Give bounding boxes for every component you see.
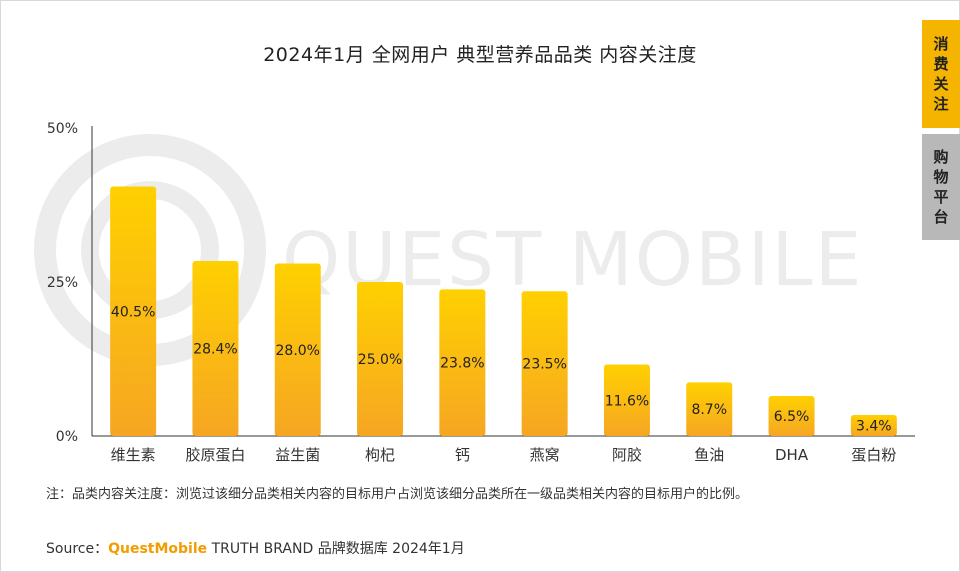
data-label: 3.4% [856,419,892,435]
x-tick-label: 益生菌 [275,446,320,464]
x-tick-label: 胶原蛋白 [185,446,245,464]
bar [768,395,815,436]
bar [110,186,157,436]
data-label: 28.4% [193,342,237,358]
source-suffix: TRUTH BRAND 品牌数据库 2024年1月 [207,541,465,557]
x-tick-label: 枸杞 [365,446,395,464]
chart-title: 2024年1月 全网用户 典型营养品品类 内容关注度 [263,44,697,66]
data-label: 8.7% [691,402,727,418]
x-tick-label: 维生素 [111,446,156,464]
bar [274,263,321,436]
source-brand: QuestMobile [108,541,208,557]
x-tick-label: 燕窝 [530,446,560,464]
source-prefix: Source： [46,541,109,557]
x-tick-label: 钙 [455,446,470,464]
data-label: 6.5% [774,409,810,425]
tab-shopping-platform-label: 购物平台 [933,148,949,226]
bar [686,382,733,436]
bar [439,289,486,436]
footnote: 注：品类内容关注度：浏览过该细分品类相关内容的目标用户占浏览该细分品类所在一级品… [46,487,749,502]
bar [521,291,568,436]
tab-shopping-platform[interactable]: 购物平台 [922,134,960,240]
y-tick-label: 0% [56,429,78,445]
y-tick-label: 25% [47,275,78,291]
x-tick-label: 鱼油 [694,446,724,464]
y-tick-label: 50% [47,121,78,137]
data-label: 11.6% [605,393,649,409]
data-label: 40.5% [111,304,155,320]
data-label: 28.0% [276,343,320,359]
x-tick-label: 蛋白粉 [851,446,896,464]
bar [603,364,650,436]
x-tick-label: DHA [775,446,809,464]
data-label: 23.5% [522,357,566,373]
tab-consumer-attention[interactable]: 消费关注 [922,20,960,128]
source-line: Source：QuestMobile TRUTH BRAND 品牌数据库 202… [46,538,465,558]
bar [357,282,404,436]
bar [192,261,239,436]
x-tick-label: 阿胶 [612,446,642,464]
tab-consumer-attention-label: 消费关注 [933,35,949,113]
data-label: 23.8% [440,356,484,372]
data-label: 25.0% [358,352,402,368]
bar [850,415,897,436]
